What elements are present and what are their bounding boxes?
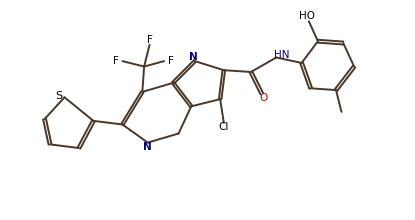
Text: F: F [113,56,119,66]
Text: F: F [146,35,152,45]
Text: F: F [168,56,173,66]
Text: N: N [144,142,152,152]
Text: O: O [259,94,268,103]
Text: S: S [56,90,63,101]
Text: N: N [189,52,198,62]
Text: HN: HN [274,50,290,60]
Text: HO: HO [299,11,315,21]
Text: Cl: Cl [219,122,229,132]
